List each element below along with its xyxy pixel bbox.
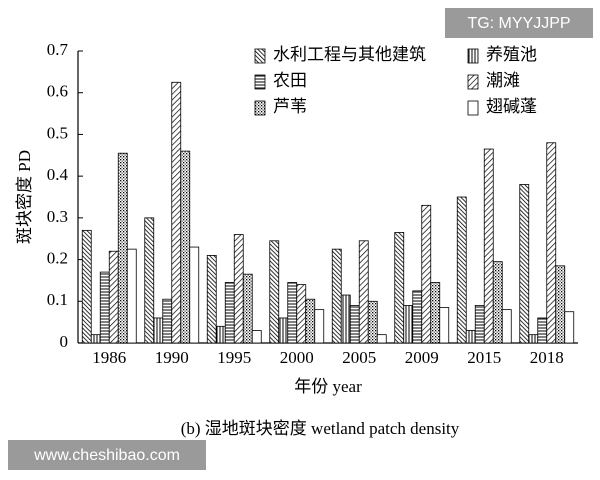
bar	[439, 307, 450, 344]
x-tick-label: 2015	[467, 348, 501, 367]
bar	[90, 334, 101, 344]
y-tick-label: 0.7	[47, 40, 69, 59]
bar	[403, 305, 414, 344]
legend-label: 翅碱蓬	[486, 97, 537, 116]
x-tick-label: 2018	[530, 348, 564, 367]
bar	[278, 317, 289, 344]
bar	[555, 265, 566, 344]
legend-label: 潮滩	[486, 71, 520, 90]
y-tick-label: 0.1	[47, 290, 68, 309]
legend-swatch	[254, 48, 266, 64]
bar	[394, 232, 405, 344]
bar	[215, 325, 226, 344]
chart-title: (b) 湿地斑块密度 wetland patch density	[181, 419, 460, 438]
bar	[117, 152, 128, 344]
bar	[492, 261, 503, 344]
legend-label: 农田	[273, 71, 307, 90]
bar	[412, 290, 423, 344]
legend-label: 养殖池	[486, 45, 537, 64]
bar	[153, 317, 164, 344]
bar	[367, 300, 378, 344]
legend-label: 芦苇	[273, 97, 307, 116]
bar	[537, 317, 548, 344]
bar	[269, 240, 280, 344]
bar	[206, 254, 217, 344]
bar	[376, 334, 387, 344]
bar	[99, 271, 110, 344]
watermark-box	[445, 8, 593, 38]
y-tick-label: 0.6	[47, 82, 68, 101]
legend-label: 水利工程与其他建筑	[273, 45, 426, 64]
x-tick-label: 2005	[342, 348, 376, 367]
bar	[474, 305, 485, 344]
watermark-box	[8, 440, 206, 470]
bar	[430, 282, 441, 344]
x-tick-label: 2000	[280, 348, 314, 367]
bar	[340, 294, 351, 344]
bar	[519, 184, 530, 344]
bar	[349, 305, 360, 344]
legend-swatch	[467, 48, 479, 64]
x-tick-label: 1986	[92, 348, 126, 367]
y-tick-label: 0.5	[47, 123, 68, 142]
bar	[144, 217, 155, 344]
bar	[421, 204, 432, 344]
bar	[126, 248, 137, 344]
bar	[162, 298, 173, 344]
bar	[233, 234, 244, 344]
bar	[546, 142, 557, 344]
y-tick-label: 0	[60, 332, 69, 351]
x-axis-label: 年份 year	[294, 377, 362, 396]
bar	[305, 298, 316, 344]
legend-swatch	[254, 100, 266, 116]
watermark: www.cheshibao.com	[33, 447, 180, 464]
bar	[528, 334, 539, 344]
bar	[224, 282, 235, 344]
y-axis-label: 斑块密度 PD	[15, 150, 34, 244]
legend-swatch	[467, 100, 479, 116]
bar	[501, 309, 512, 344]
bar	[564, 311, 575, 344]
bar	[331, 248, 342, 344]
bar	[180, 150, 191, 344]
bar	[287, 282, 298, 344]
bar	[251, 330, 262, 344]
bar	[483, 148, 494, 344]
bar	[358, 240, 369, 344]
y-tick-label: 0.4	[47, 165, 69, 184]
legend-swatch	[254, 74, 266, 90]
watermark: TG: MYYJJPP	[467, 15, 570, 32]
bar	[314, 309, 325, 344]
y-tick-label: 0.3	[47, 207, 68, 226]
legend-swatch	[467, 74, 479, 90]
y-tick-label: 0.2	[47, 248, 68, 267]
bar	[171, 81, 182, 344]
x-tick-label: 1995	[217, 348, 251, 367]
bar	[81, 229, 92, 344]
x-tick-label: 1990	[155, 348, 189, 367]
bar	[108, 250, 119, 344]
bar	[242, 273, 253, 344]
bar	[189, 246, 200, 344]
bar	[456, 196, 467, 344]
x-tick-label: 2009	[405, 348, 439, 367]
bar	[296, 284, 307, 344]
bar	[465, 330, 476, 344]
